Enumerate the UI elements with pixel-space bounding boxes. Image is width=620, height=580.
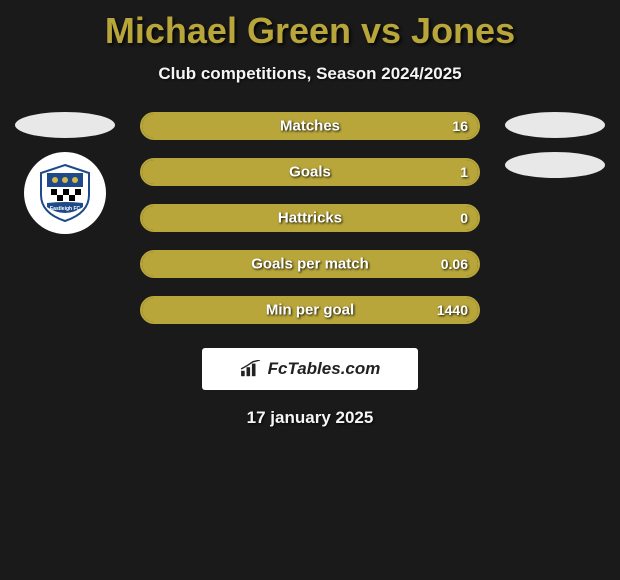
stat-label: Min per goal — [266, 302, 354, 319]
stat-value-right: 0.06 — [441, 256, 468, 272]
stat-label: Matches — [280, 118, 340, 135]
fctables-logo: FcTables.com — [202, 348, 418, 390]
player-right-avatar-placeholder — [505, 112, 605, 138]
footer-date: 17 january 2025 — [0, 408, 620, 428]
stat-label: Goals — [289, 164, 331, 181]
stat-row-goals: Goals 1 — [140, 158, 480, 186]
player-left-avatar-placeholder — [15, 112, 115, 138]
stat-label: Hattricks — [278, 210, 342, 227]
player-left-column: Eastleigh FC — [10, 112, 120, 234]
stat-value-right: 0 — [460, 210, 468, 226]
player-right-club-placeholder — [505, 152, 605, 178]
logo-text: FcTables.com — [268, 359, 381, 379]
stats-bars: Matches 16 Goals 1 Hattricks 0 Goals per… — [140, 112, 480, 324]
stat-row-matches: Matches 16 — [140, 112, 480, 140]
player-left-club-badge: Eastleigh FC — [24, 152, 106, 234]
stat-label: Goals per match — [251, 256, 369, 273]
player-right-column — [500, 112, 610, 178]
stat-value-right: 1440 — [437, 302, 468, 318]
stat-value-right: 16 — [452, 118, 468, 134]
bar-chart-icon — [240, 360, 262, 378]
comparison-content: Eastleigh FC Matches 16 Goals 1 Hattrick… — [0, 112, 620, 428]
page-subtitle: Club competitions, Season 2024/2025 — [0, 64, 620, 84]
svg-text:Eastleigh FC: Eastleigh FC — [50, 206, 81, 212]
page-title: Michael Green vs Jones — [0, 0, 620, 52]
stat-row-hattricks: Hattricks 0 — [140, 204, 480, 232]
stat-value-right: 1 — [460, 164, 468, 180]
stat-row-goals-per-match: Goals per match 0.06 — [140, 250, 480, 278]
stat-row-min-per-goal: Min per goal 1440 — [140, 296, 480, 324]
club-crest-icon: Eastleigh FC — [33, 161, 97, 225]
